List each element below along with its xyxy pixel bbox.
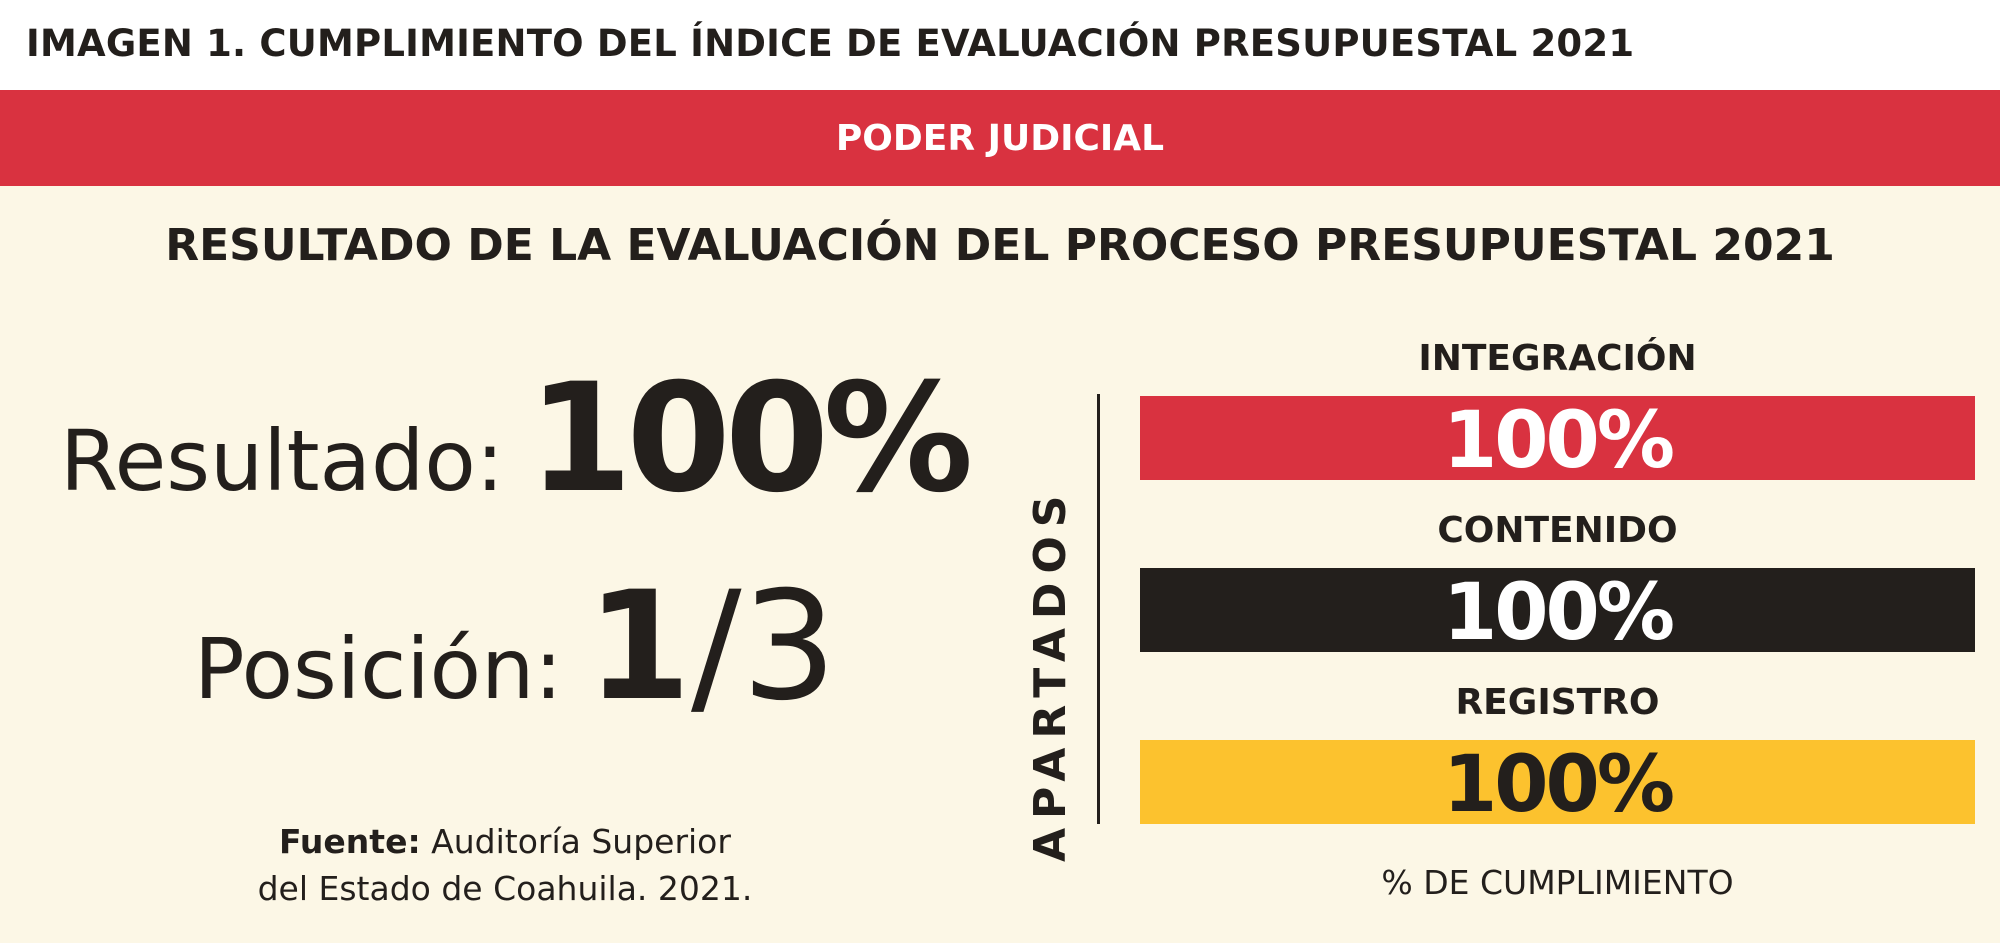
y-axis-line bbox=[1097, 394, 1100, 824]
result-value: 100% bbox=[528, 352, 973, 526]
source-line-2: del Estado de Coahuila. 2021. bbox=[257, 869, 753, 908]
category-label: INTEGRACIÓN bbox=[1418, 338, 1697, 379]
bar-track: 100% bbox=[1140, 568, 1975, 658]
bar-value-label: 100% bbox=[1443, 396, 1675, 486]
source-label: Fuente: bbox=[279, 822, 421, 861]
banner-poder-judicial: PODER JUDICIAL bbox=[0, 90, 2000, 186]
result-label: Resultado: bbox=[60, 412, 505, 510]
position-label: Posición: bbox=[194, 620, 563, 718]
bar-track: 100% bbox=[1140, 740, 1975, 830]
position-value: 1/3 bbox=[587, 560, 837, 734]
position-row: Posición: 1/3 bbox=[194, 560, 837, 734]
chart-subtitle: RESULTADO DE LA EVALUACIÓN DEL PROCESO P… bbox=[165, 220, 1835, 271]
bar-value-label: 100% bbox=[1443, 740, 1675, 830]
bar bbox=[1140, 740, 1975, 824]
y-axis-label: APARTADOS bbox=[1025, 486, 1076, 863]
source-note: Fuente: Auditoría Superior del Estado de… bbox=[240, 818, 770, 912]
category-label: REGISTRO bbox=[1455, 682, 1660, 723]
bar bbox=[1140, 396, 1975, 480]
result-row: Resultado: 100% bbox=[60, 352, 973, 526]
position-rank: 1 bbox=[586, 560, 691, 734]
source-text: Auditoría Superior bbox=[431, 822, 731, 861]
bar-track: 100% bbox=[1140, 396, 1975, 486]
source-line-1: Fuente: Auditoría Superior bbox=[240, 818, 770, 865]
bar-value-label: 100% bbox=[1443, 568, 1675, 658]
chart-header-title: IMAGEN 1. CUMPLIMIENTO DEL ÍNDICE DE EVA… bbox=[26, 22, 1635, 65]
x-axis-label: % DE CUMPLIMIENTO bbox=[1381, 863, 1734, 902]
category-label: CONTENIDO bbox=[1437, 510, 1678, 551]
bar bbox=[1140, 568, 1975, 652]
position-total: /3 bbox=[690, 560, 837, 734]
infographic-panel: PODER JUDICIAL RESULTADO DE LA EVALUACIÓ… bbox=[0, 90, 2000, 943]
